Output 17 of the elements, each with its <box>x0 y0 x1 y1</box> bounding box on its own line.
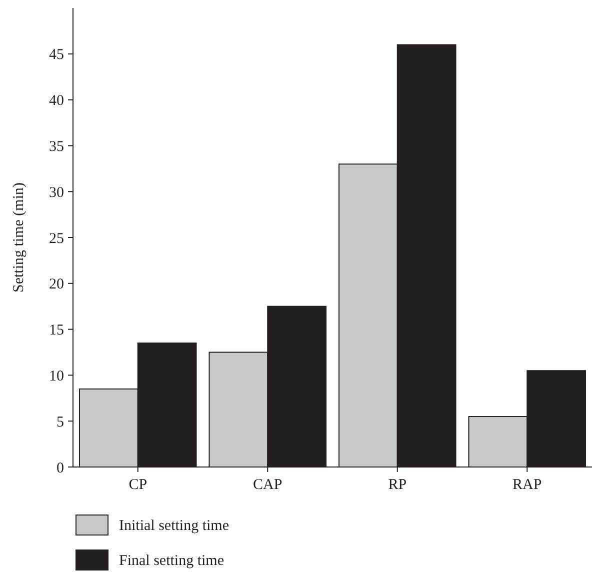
y-tick-label: 10 <box>49 368 64 384</box>
y-axis-title: Setting time (min) <box>11 182 27 292</box>
y-tick-label: 15 <box>49 322 64 339</box>
y-tick-label: 25 <box>49 230 64 247</box>
y-tick-label: 40 <box>49 93 64 110</box>
y-tick-label: 30 <box>49 184 64 201</box>
legend-label: Final setting time <box>119 553 224 569</box>
y-tick-label: 45 <box>49 47 64 64</box>
y-tick-label: 0 <box>56 460 64 476</box>
x-tick-label: RAP <box>512 477 542 493</box>
x-tick-label: RP <box>388 477 407 493</box>
legend-label: Initial setting time <box>119 518 230 534</box>
y-tick-label: 5 <box>56 414 64 430</box>
y-tick-label: 35 <box>49 138 64 155</box>
x-tick-label: CAP <box>253 477 282 493</box>
y-tick-label: 20 <box>49 276 64 293</box>
x-tick-label: CP <box>128 477 148 493</box>
